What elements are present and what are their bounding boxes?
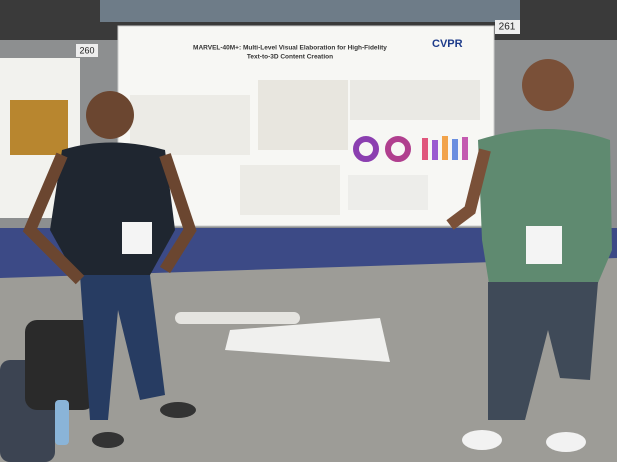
poster-roll: [175, 312, 300, 324]
poster-bar: [442, 136, 448, 160]
poster-bar: [432, 140, 438, 160]
board-number: 260: [79, 45, 94, 55]
bottle: [55, 400, 69, 445]
person-arm: [446, 148, 491, 230]
board-number-bg: [495, 20, 520, 34]
person-head: [86, 91, 134, 139]
window: [100, 0, 520, 22]
shoe: [462, 430, 502, 450]
poster-figure: [350, 80, 480, 120]
poster-figure: [258, 80, 348, 150]
shoe: [160, 402, 196, 418]
board-number-bg: [76, 44, 98, 57]
poster-table: [348, 175, 428, 210]
poster-figure: [240, 165, 340, 215]
poster-title: MARVEL-40M+: Multi-Level Visual Elaborat…: [193, 45, 387, 52]
shoe: [546, 432, 586, 452]
poster-logo: CVPR: [432, 38, 463, 50]
person-shorts: [488, 282, 598, 420]
backpack: [25, 320, 95, 410]
poster-bar: [452, 139, 458, 160]
left-poster-figure: [10, 100, 68, 155]
poster-bar: [422, 138, 428, 160]
person-head: [522, 59, 574, 111]
person-arm: [159, 153, 197, 274]
poster-donut: [353, 136, 379, 162]
poster-bar: [462, 137, 468, 160]
poster-figure: [130, 95, 250, 155]
shoe: [92, 432, 124, 448]
person-shirt: [478, 129, 612, 290]
board-number: 261: [499, 22, 516, 33]
badge: [526, 226, 562, 264]
person-arm: [22, 152, 85, 285]
person-jeans: [80, 275, 165, 420]
poster-subtitle: Text-to-3D Content Creation: [247, 54, 333, 61]
paper: [225, 318, 390, 362]
badge: [122, 222, 152, 254]
person-shirt: [50, 142, 175, 275]
poster-donut: [385, 136, 411, 162]
